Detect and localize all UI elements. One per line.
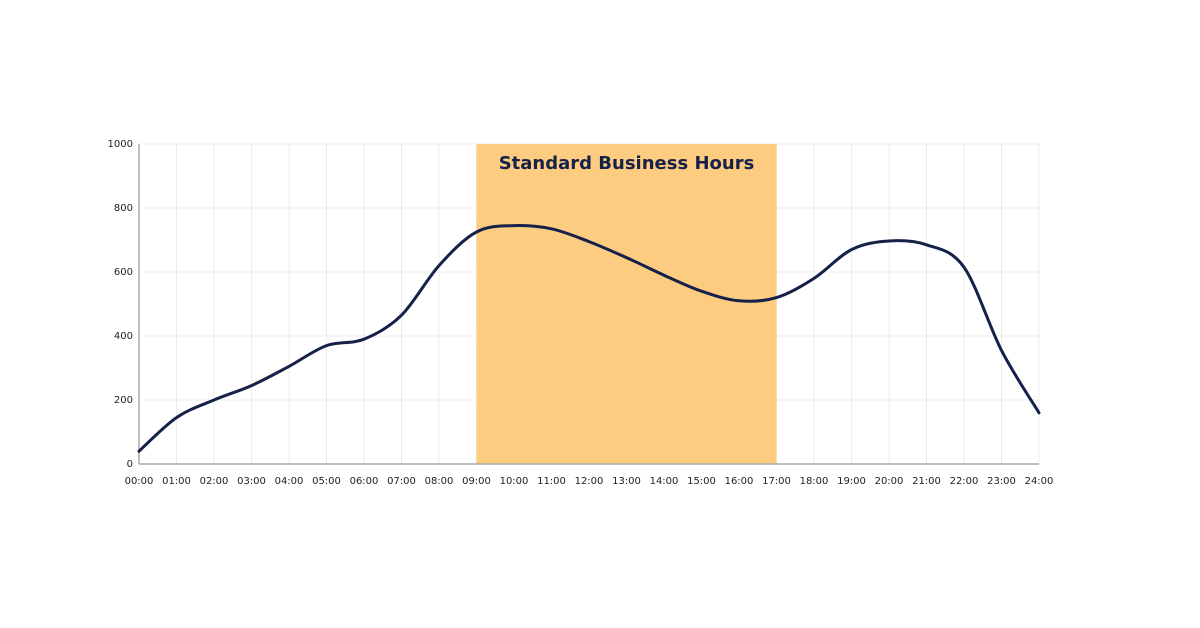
x-tick-label: 03:00 <box>237 476 266 487</box>
x-tick-label: 23:00 <box>987 476 1016 487</box>
highlight-label: Standard Business Hours <box>499 153 755 174</box>
x-tick-label: 00:00 <box>125 476 154 487</box>
x-tick-label: 13:00 <box>612 476 641 487</box>
highlight-band <box>476 144 777 464</box>
x-tick-label: 21:00 <box>912 476 941 487</box>
x-tick-label: 19:00 <box>837 476 866 487</box>
x-tick-label: 05:00 <box>312 476 341 487</box>
x-tick-label: 15:00 <box>687 476 716 487</box>
y-tick-label: 400 <box>114 331 133 342</box>
x-tick-label: 20:00 <box>875 476 904 487</box>
y-tick-label: 800 <box>114 203 133 214</box>
x-tick-label: 04:00 <box>275 476 304 487</box>
x-tick-label: 10:00 <box>500 476 529 487</box>
x-tick-label: 08:00 <box>425 476 454 487</box>
y-tick-label: 200 <box>114 395 133 406</box>
y-tick-label: 1000 <box>108 139 133 150</box>
x-tick-label: 06:00 <box>350 476 379 487</box>
x-tick-label: 01:00 <box>162 476 191 487</box>
x-tick-label: 07:00 <box>387 476 416 487</box>
x-tick-label: 12:00 <box>575 476 604 487</box>
x-tick-label: 16:00 <box>725 476 754 487</box>
y-tick-label: 0 <box>127 459 133 470</box>
x-tick-label: 11:00 <box>537 476 566 487</box>
y-tick-label: 600 <box>114 267 133 278</box>
x-tick-label: 22:00 <box>950 476 979 487</box>
x-tick-label: 02:00 <box>200 476 229 487</box>
x-tick-label: 17:00 <box>762 476 791 487</box>
data-line <box>137 223 1041 453</box>
x-tick-label: 24:00 <box>1025 476 1054 487</box>
x-tick-label: 14:00 <box>650 476 679 487</box>
x-tick-label: 09:00 <box>462 476 491 487</box>
x-tick-label: 18:00 <box>800 476 829 487</box>
